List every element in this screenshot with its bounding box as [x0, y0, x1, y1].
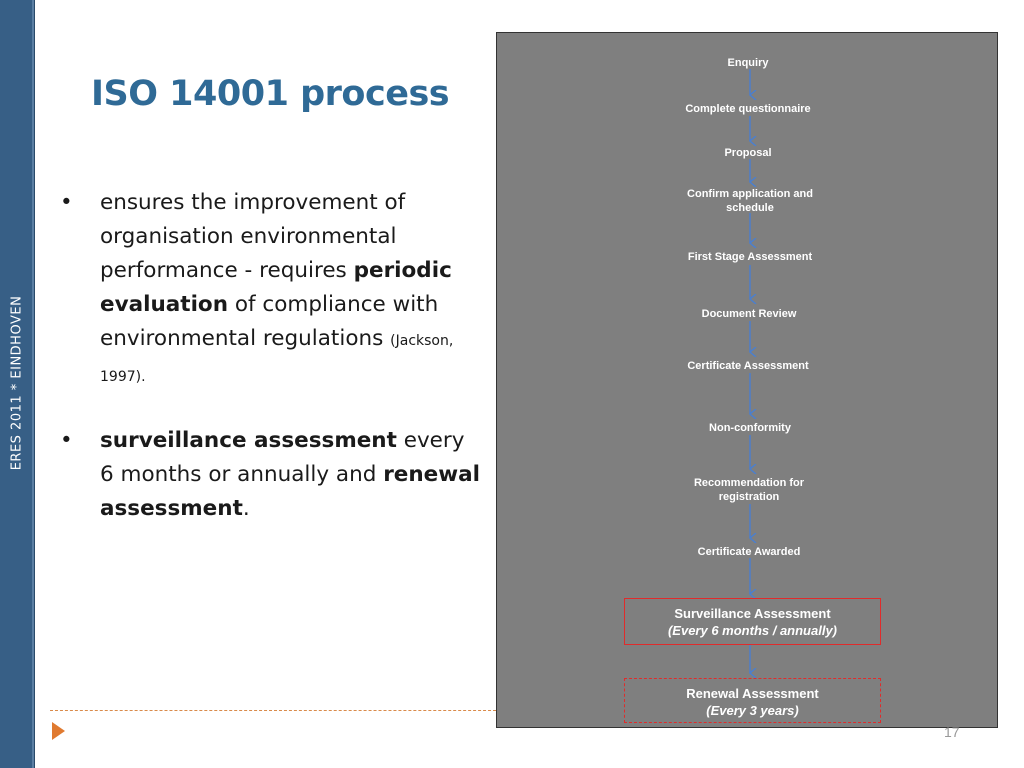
bullet-text: . [242, 496, 250, 521]
surveillance-frequency: (Every 6 months / annually) [667, 623, 838, 638]
sidebar-band: ERES 2011 * EINDHOVEN [0, 0, 35, 768]
renewal-title: Renewal Assessment [686, 686, 819, 701]
flow-step-certificate-assessment: Certificate Assessment [687, 360, 809, 372]
bullet-bold-text: periodic evaluation [100, 258, 452, 317]
flow-step-enquiry: Enquiry [727, 57, 769, 69]
process-flowchart: Enquiry Complete questionnaire Proposal … [496, 32, 998, 728]
sidebar-edge-line [32, 0, 34, 768]
flow-step-certificate-awarded: Certificate Awarded [697, 546, 801, 558]
flow-step-line: Recommendation for registration [693, 477, 805, 503]
bullet-dot: • [60, 428, 73, 453]
flow-step-first-stage: First Stage Assessment [687, 251, 813, 263]
flow-step-proposal: Proposal [724, 147, 772, 159]
bullet-text: every 6 months or annually and [100, 428, 465, 487]
sidebar-caption: ERES 2011 * EINDHOVEN [9, 295, 25, 471]
bullet-dot: • [60, 190, 73, 215]
flow-step-document-review: Document Review [701, 308, 797, 320]
bullet-list: • ensures the improvement of organisatio… [60, 186, 480, 526]
footer-divider [50, 710, 496, 711]
bullet-bold-text: renewal assessment [100, 462, 481, 521]
flow-step-questionnaire: Complete questionnaire [685, 103, 811, 115]
bullet-bold-text: surveillance assessment [100, 428, 397, 453]
bullet-item-evaluation: • ensures the improvement of organisatio… [60, 186, 480, 394]
renewal-assessment-box: Renewal Assessment (Every 3 years) [624, 678, 881, 723]
surveillance-assessment-box: Surveillance Assessment (Every 6 months … [624, 598, 881, 645]
flow-arrows [497, 69, 999, 729]
bullet-text: of compliance with environmental regulat… [100, 292, 439, 351]
flow-step-non-conformity: Non-conformity [709, 422, 791, 434]
bullet-text: ensures the improvement of organisation … [100, 190, 406, 283]
surveillance-title: Surveillance Assessment [674, 606, 831, 621]
flow-step-recommendation: Recommendation for registration [694, 476, 804, 504]
triangle-marker-icon [52, 722, 65, 740]
flow-step-line: Confirm application and schedule [687, 188, 813, 214]
renewal-frequency: (Every 3 years) [706, 703, 799, 718]
bullet-item-assessment: • surveillance assessment every 6 months… [60, 424, 480, 526]
citation: (Jackson, 1997). [100, 333, 454, 385]
slide-title: ISO 14001 process [91, 74, 450, 114]
page-number: 17 [944, 724, 960, 740]
flow-step-confirm-application: Confirm application and schedule [687, 187, 813, 215]
